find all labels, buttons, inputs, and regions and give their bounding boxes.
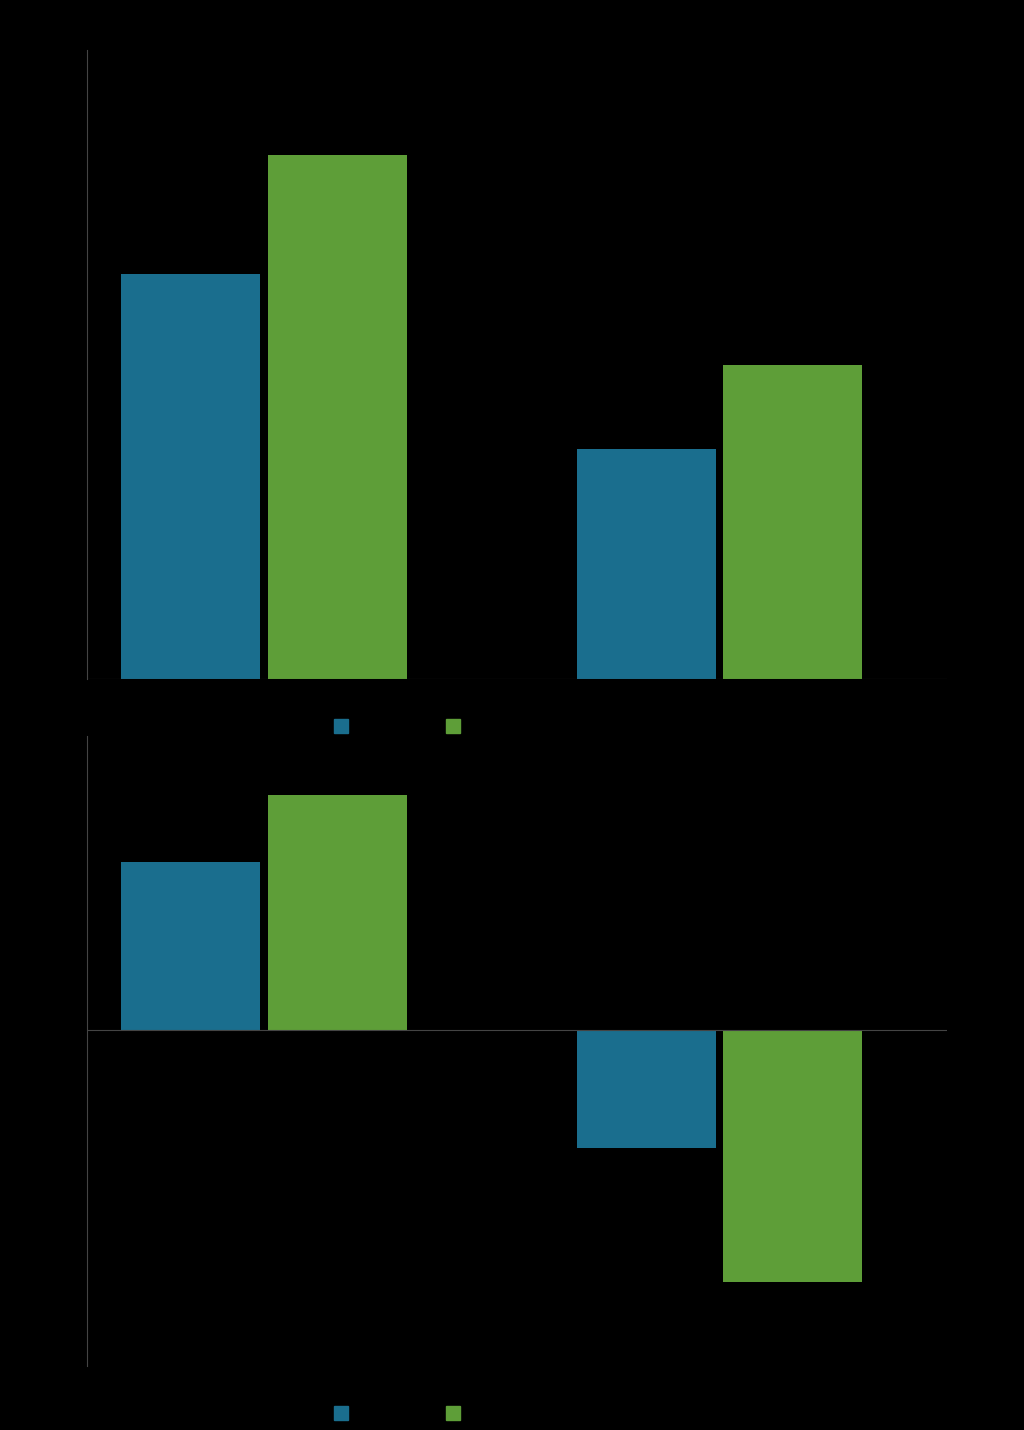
Bar: [121, 273, 260, 679]
Bar: [121, 862, 260, 1030]
Bar: [723, 1030, 862, 1281]
Bar: [268, 795, 408, 1030]
Bar: [577, 1030, 716, 1147]
Bar: [268, 154, 408, 679]
Bar: [723, 365, 862, 679]
Bar: [577, 449, 716, 679]
